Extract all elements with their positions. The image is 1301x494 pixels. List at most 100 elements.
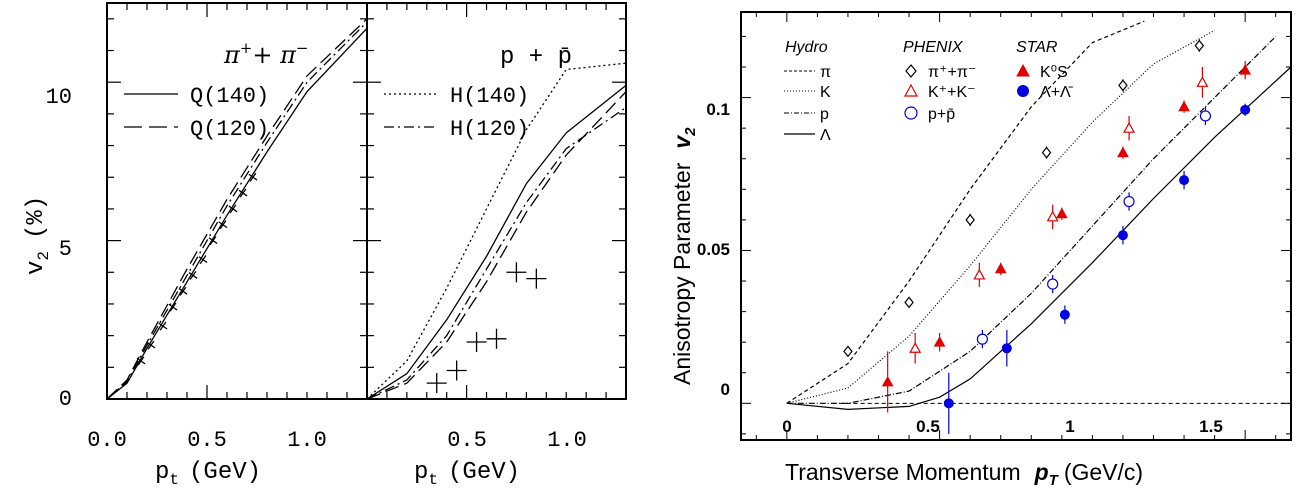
legend-label-lambda: Λ xyxy=(820,127,831,144)
data-point-marker xyxy=(158,321,168,331)
right-xtick-label: 1.5 xyxy=(1199,417,1223,436)
data-point-open-triangle xyxy=(973,268,986,280)
legend-star: STAR K⁰S Λ+Λ̄ xyxy=(1016,39,1074,101)
data-point-open-diamond xyxy=(965,213,975,226)
legend-title-hydro: Hydro xyxy=(785,39,828,56)
legend-label-p: p xyxy=(820,106,829,123)
data-point-open-circle xyxy=(1199,110,1212,122)
data-point-open-triangle xyxy=(909,342,922,353)
legend-title-star: STAR xyxy=(1016,39,1058,56)
data-point-marker xyxy=(198,255,208,265)
data-point-marker xyxy=(466,331,487,352)
series-curve-dashed xyxy=(106,18,368,400)
middle-panel-annotation: p + p̄ xyxy=(500,44,572,71)
data-point-open-triangle xyxy=(1196,76,1209,87)
series-curve-solid xyxy=(366,84,627,400)
left-xtick-label: 0.5 xyxy=(187,428,227,453)
data-point-marker xyxy=(446,360,467,381)
data-point-open-diamond xyxy=(843,345,853,358)
right-x-axis-title: Transverse Momentum pT (GeV/c) xyxy=(785,459,1143,489)
data-point-filled-triangle xyxy=(1117,146,1129,158)
data-point-marker xyxy=(486,328,507,349)
series-curve-dotted xyxy=(366,62,627,400)
data-point-marker xyxy=(208,236,218,246)
data-point-marker xyxy=(218,220,228,230)
right-axis-ticks xyxy=(741,12,1291,440)
hydro-curve-dashed xyxy=(786,20,1145,404)
left-ytick-label: 10 xyxy=(46,85,72,110)
legend-marker-open-circle xyxy=(904,106,918,120)
data-point-marker xyxy=(146,340,156,350)
legend-marker-filled-circle xyxy=(1017,85,1029,97)
legend-marker-filled-triangle xyxy=(1016,63,1030,77)
legend-label-proton: p+p̄ xyxy=(928,106,955,123)
hydro-curve-solid xyxy=(786,66,1292,411)
right-ytick-label: 0 xyxy=(721,380,730,399)
data-point-open-diamond xyxy=(904,296,914,309)
series-curve-dashdot xyxy=(366,106,627,400)
legend-hydro: Hydro π K p Λ xyxy=(784,39,831,144)
right-ytick-label: 0.1 xyxy=(706,100,730,119)
series-curve-dashed xyxy=(366,91,627,400)
left-ytick-label: 5 xyxy=(59,237,72,262)
hydro-curve-dotted xyxy=(786,29,1215,404)
data-point-filled-triangle xyxy=(1178,100,1190,112)
left-xtick-label: 1.0 xyxy=(287,428,327,453)
data-point-open-diamond xyxy=(1041,146,1052,159)
legend-label-h140: H(140) xyxy=(450,84,529,109)
data-point-marker xyxy=(178,286,188,296)
legend-label-pion: π⁺+π⁻ xyxy=(928,64,976,81)
left-data-markers xyxy=(136,172,258,366)
left-ytick-label: 0 xyxy=(59,387,72,412)
data-point-marker xyxy=(228,204,238,214)
series-curve-solid xyxy=(106,27,368,400)
data-point-filled-circle xyxy=(1240,104,1251,115)
legend-title-phenix: PHENIX xyxy=(903,39,964,56)
data-point-filled-circle xyxy=(1001,343,1012,354)
middle-x-axis-title: pt (GeV) xyxy=(414,459,520,489)
data-point-filled-triangle xyxy=(933,336,946,347)
left-xtick-label: 0.0 xyxy=(87,428,127,453)
data-point-open-circle xyxy=(976,333,988,345)
data-point-filled-circle xyxy=(1179,175,1190,186)
experimental-data-points xyxy=(843,39,1252,434)
data-point-marker xyxy=(526,268,547,289)
data-point-marker xyxy=(248,172,258,182)
right-xtick-label: 0.5 xyxy=(916,417,940,436)
legend-label-k: K xyxy=(820,84,831,101)
data-point-filled-triangle xyxy=(1239,64,1252,75)
series-curve-dashdot xyxy=(106,21,368,400)
middle-xtick-label: 1.0 xyxy=(547,428,587,453)
left-y-axis-title: v2(%) xyxy=(23,196,53,275)
data-point-open-diamond xyxy=(1118,79,1128,92)
middle-xtick-label: 0.5 xyxy=(447,428,487,453)
data-point-filled-triangle xyxy=(994,262,1007,274)
legend-label-k0s: K⁰S xyxy=(1040,64,1068,81)
data-point-marker xyxy=(238,188,248,198)
legend-label-h120: H(120) xyxy=(450,117,529,142)
middle-data-markers xyxy=(426,262,547,394)
data-point-filled-circle xyxy=(1117,230,1128,241)
left-x-axis-title: pt (GeV) xyxy=(155,459,261,489)
data-point-marker xyxy=(136,356,146,366)
right-xtick-label: 1 xyxy=(1065,417,1074,436)
data-point-filled-triangle xyxy=(881,375,894,387)
data-point-filled-circle xyxy=(943,398,954,409)
data-point-open-triangle xyxy=(1046,210,1059,222)
middle-series-curves xyxy=(366,62,627,400)
legend-label-kaon: K⁺+K⁻ xyxy=(928,84,976,101)
legend-phenix: PHENIX π⁺+π⁻ K⁺+K⁻ p+p̄ xyxy=(903,39,976,123)
data-point-marker xyxy=(168,302,178,312)
legend-label-q120: Q(120) xyxy=(190,117,269,142)
data-point-open-circle xyxy=(1123,195,1135,208)
data-point-marker xyxy=(188,270,198,280)
left-series-curves xyxy=(106,18,368,400)
left-figure: 0 5 10 0.0 0.5 1.0 0.5 1.0 pt (GeV) pt (Ge… xyxy=(23,2,627,489)
right-y-axis-title: Anisotropy Parameterv2 xyxy=(669,127,699,385)
data-point-marker xyxy=(506,262,527,283)
right-panel-frame xyxy=(740,11,1292,441)
left-axis-ticks xyxy=(107,3,626,399)
left-panel-annotation: π++ π− xyxy=(223,39,308,69)
hydro-curve-dashdot xyxy=(786,36,1277,404)
